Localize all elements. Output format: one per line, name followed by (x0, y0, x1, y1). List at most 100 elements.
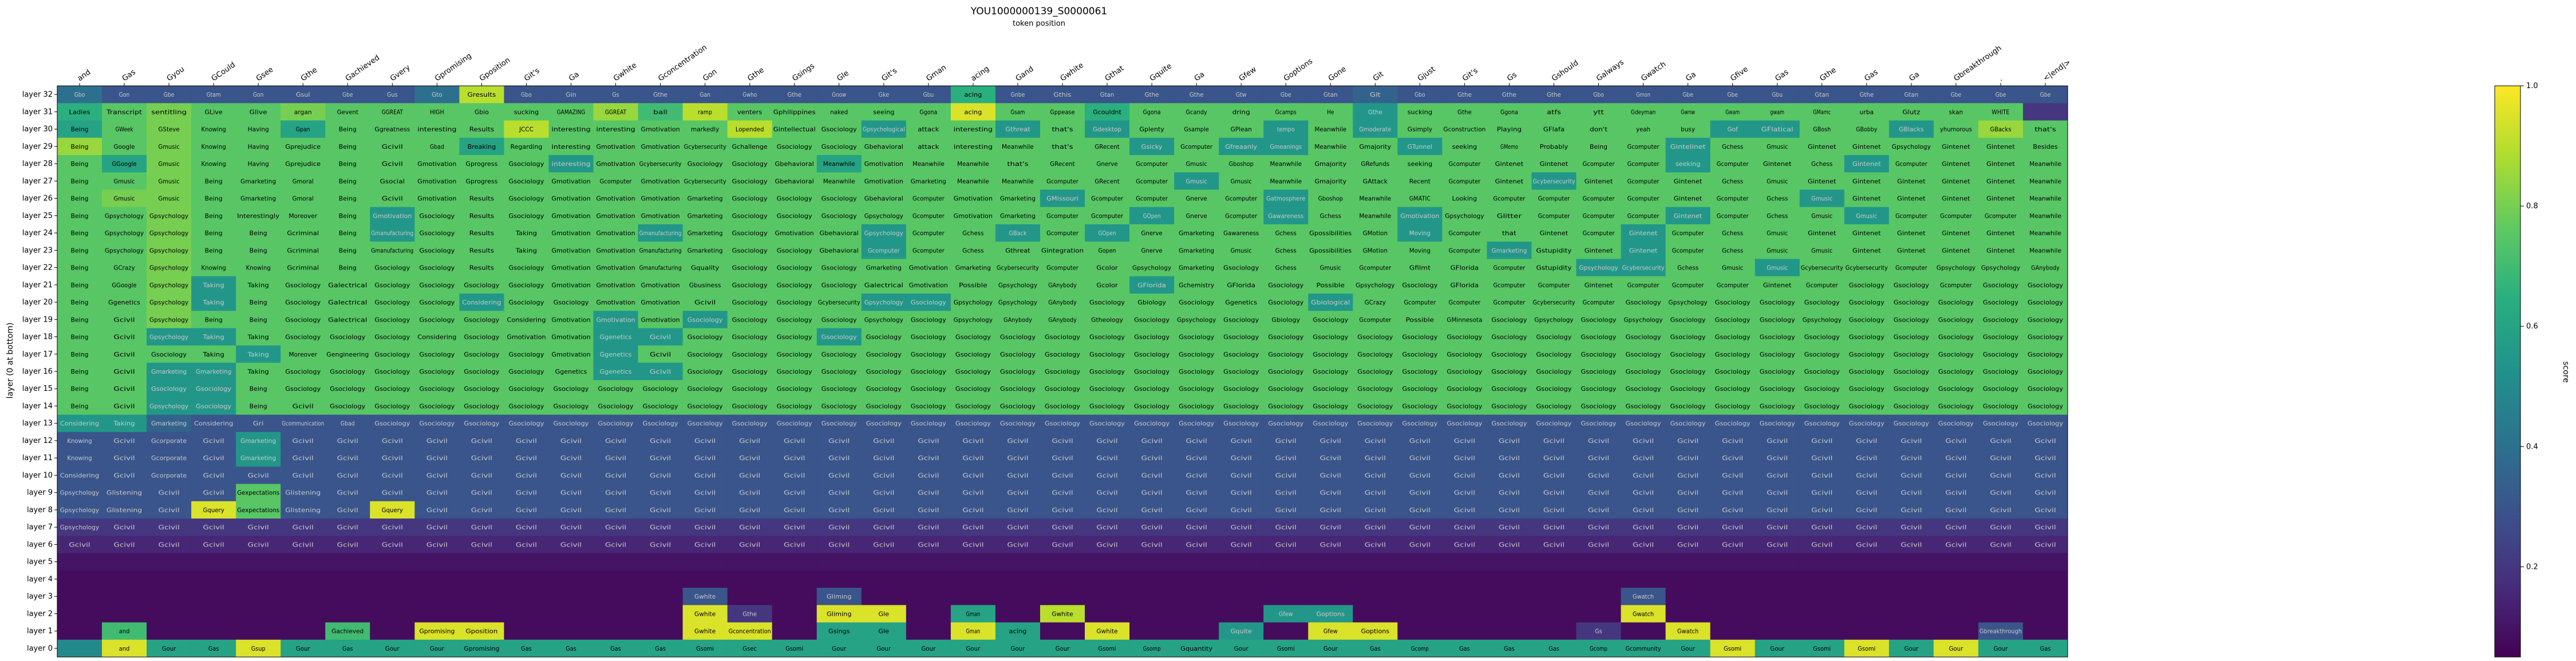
cell-label: GGoogle (112, 161, 136, 168)
cell-label: Gcommunity (1626, 646, 1661, 652)
cell-label: Gcomputer (1627, 282, 1660, 289)
heatmap-cell (414, 553, 460, 571)
heatmap-cell (102, 553, 147, 571)
cell-label: Gsociology (419, 403, 455, 410)
heatmap-cell (1263, 623, 1309, 640)
cell-label: Gcivil (1186, 541, 1207, 548)
cell-label: ytt (1593, 109, 1604, 116)
cell-label: Gsociology (1000, 386, 1036, 393)
heatmap-cell (191, 605, 236, 623)
x-tick-label: Git's (880, 66, 899, 83)
heatmap-cell (862, 588, 907, 605)
cell-label: Gsociology (419, 230, 455, 237)
cell-label: interesting (596, 126, 635, 133)
cell-label: Gsociology (1134, 334, 1170, 341)
cell-label: Gcivil (650, 524, 671, 531)
cell-label: Gcivil (1320, 455, 1341, 462)
cell-label: GRecent (1050, 161, 1074, 168)
cell-label: Gintegration (1041, 247, 1084, 254)
cell-label: GWeek (116, 126, 134, 133)
heatmap-cell (1844, 605, 1890, 623)
cell-label: Taking (515, 230, 537, 237)
cell-label: Gcivil (113, 316, 135, 323)
cell-label: sucking (1408, 109, 1432, 116)
cell-label: Gsociology (1804, 369, 1840, 375)
cell-label: Gsociology (1894, 351, 1929, 358)
cell-label: Gquery (382, 507, 403, 514)
cell-label: Gmotivation (551, 178, 590, 185)
cell-label: Gsociology (732, 196, 768, 203)
heatmap-cell (1040, 571, 1085, 588)
cell-label: Having (248, 161, 269, 168)
cell-label: Meanwhile (1002, 144, 1034, 151)
cell-label: Gsociology (419, 386, 455, 393)
cell-label: Gstupidity (1536, 247, 1571, 254)
cell-label: Gsociology (1983, 282, 2018, 289)
heatmap-cell (57, 571, 102, 588)
cell-label: Gsociology (1447, 351, 1482, 358)
cell-label: Gcivil (1141, 455, 1162, 462)
cell-label: Gpsychology (105, 247, 144, 254)
cell-label: Gcivil (1811, 507, 1832, 514)
heatmap-cell (1487, 553, 1532, 571)
cell-label: Gcivil (1811, 524, 1832, 531)
x-tick-label: Gon (701, 68, 718, 83)
cell-label: Gcivil (962, 490, 983, 497)
heatmap-cell (1085, 588, 1130, 605)
cell-label: Gcivil (1454, 490, 1475, 497)
cell-label: Gcomputer (1494, 282, 1526, 289)
cell-label: Gbu (1772, 92, 1783, 98)
cell-label: JCCC (519, 126, 534, 133)
cell-label: Gbad (341, 421, 355, 428)
cell-label: Gsociology (419, 299, 455, 306)
heatmap-cell (862, 571, 907, 588)
cell-label: Gsociology (1268, 351, 1303, 358)
heatmap-cell (906, 553, 951, 571)
cell-label: Gsociology (151, 351, 187, 358)
heatmap-cell (2023, 553, 2068, 571)
cell-label: Gsociology (1000, 369, 1036, 375)
cell-label: Gcandy (1186, 109, 1207, 116)
cell-label: Taking (202, 334, 224, 341)
cell-label: Gsociology (508, 369, 544, 375)
cell-label: Gcivil (828, 438, 850, 445)
cell-label: Gcomputer (1717, 282, 1749, 289)
cell-label: Gsociology (285, 369, 321, 375)
heatmap-cell (772, 605, 817, 623)
cell-label: Gsociology (598, 421, 634, 428)
cell-label: Gcivil (918, 541, 939, 548)
cell-label: Gmotivation (596, 282, 635, 289)
cell-label: GGREAT (382, 109, 404, 116)
cell-label: GOpen (1143, 213, 1161, 220)
cell-label: Gsomi (1277, 646, 1295, 652)
x-tick-label: Gpromising (433, 52, 473, 83)
cell-label: Gcivil (293, 472, 314, 479)
heatmap-cell (1353, 605, 1398, 623)
cell-label: Gsociology (1045, 421, 1080, 428)
cell-label: Gcomputer (1494, 299, 1526, 306)
cell-label: Gsociology (955, 386, 991, 393)
cell-label: Gcorporate (151, 455, 187, 462)
cell-label: Gsociology (1715, 369, 1751, 375)
cell-label: Gcomputer (1717, 196, 1749, 203)
cell-label: Gintenet (1897, 230, 1926, 237)
heatmap-cell (102, 571, 147, 588)
cell-label: attack (918, 126, 939, 133)
x-tick-label: Gthat (1104, 64, 1125, 83)
cell-label: GTunnel (1408, 144, 1432, 151)
cell-label: Gintenet (1942, 230, 1970, 237)
heatmap-cell (1710, 553, 1756, 571)
cell-label: Gmusic (1320, 265, 1341, 272)
cell-label: Gcivil (650, 351, 671, 358)
cell-label: Gsociology (419, 351, 455, 358)
cell-label: Gcivil (1543, 472, 1564, 479)
cell-label: Being (71, 230, 89, 237)
cell-label: Gsociology (911, 316, 946, 323)
cell-label: Gcivil (1767, 472, 1788, 479)
cell-label: Gsociology (1804, 299, 1840, 306)
heatmap-cell (325, 571, 370, 588)
cell-label: Gcomputer (1895, 265, 1927, 272)
x-tick-label: Gwhite (612, 61, 638, 83)
cell-label: Gpan (296, 126, 310, 133)
heatmap-cell (1621, 623, 1666, 640)
